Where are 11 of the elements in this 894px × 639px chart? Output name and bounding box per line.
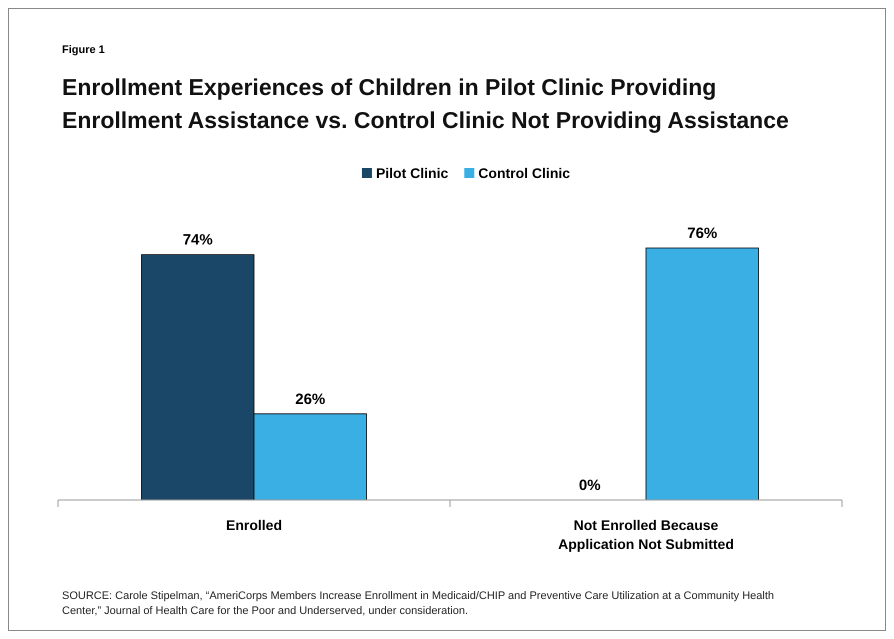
data-label: 0% bbox=[578, 477, 601, 494]
data-label: 74% bbox=[182, 232, 213, 249]
chart-title: Enrollment Experiences of Children in Pilot Clinic Providing Enrollment Assistance vs. Control Clinic Not Providing Assistance bbox=[62, 74, 789, 133]
x-tick-label: Not Enrolled Because Application Not Submitted bbox=[558, 517, 734, 552]
caption: Figure 1 bbox=[62, 44, 105, 56]
source-note: SOURCE: Carole Stipelman, “AmeriCorps Members Increase Enrollment in Medicaid/CHIP and Preventive Care Utilization at a Community Health Center,” Journal of Health Care for the Poor and Underserved, under consideration. bbox=[62, 590, 774, 617]
legend-label: Pilot Clinic bbox=[376, 165, 448, 181]
data-label: 26% bbox=[295, 390, 326, 408]
legend-label: Control Clinic bbox=[478, 165, 570, 181]
x-tick-label: Enrolled bbox=[226, 517, 282, 533]
data-label: 76% bbox=[687, 225, 718, 242]
